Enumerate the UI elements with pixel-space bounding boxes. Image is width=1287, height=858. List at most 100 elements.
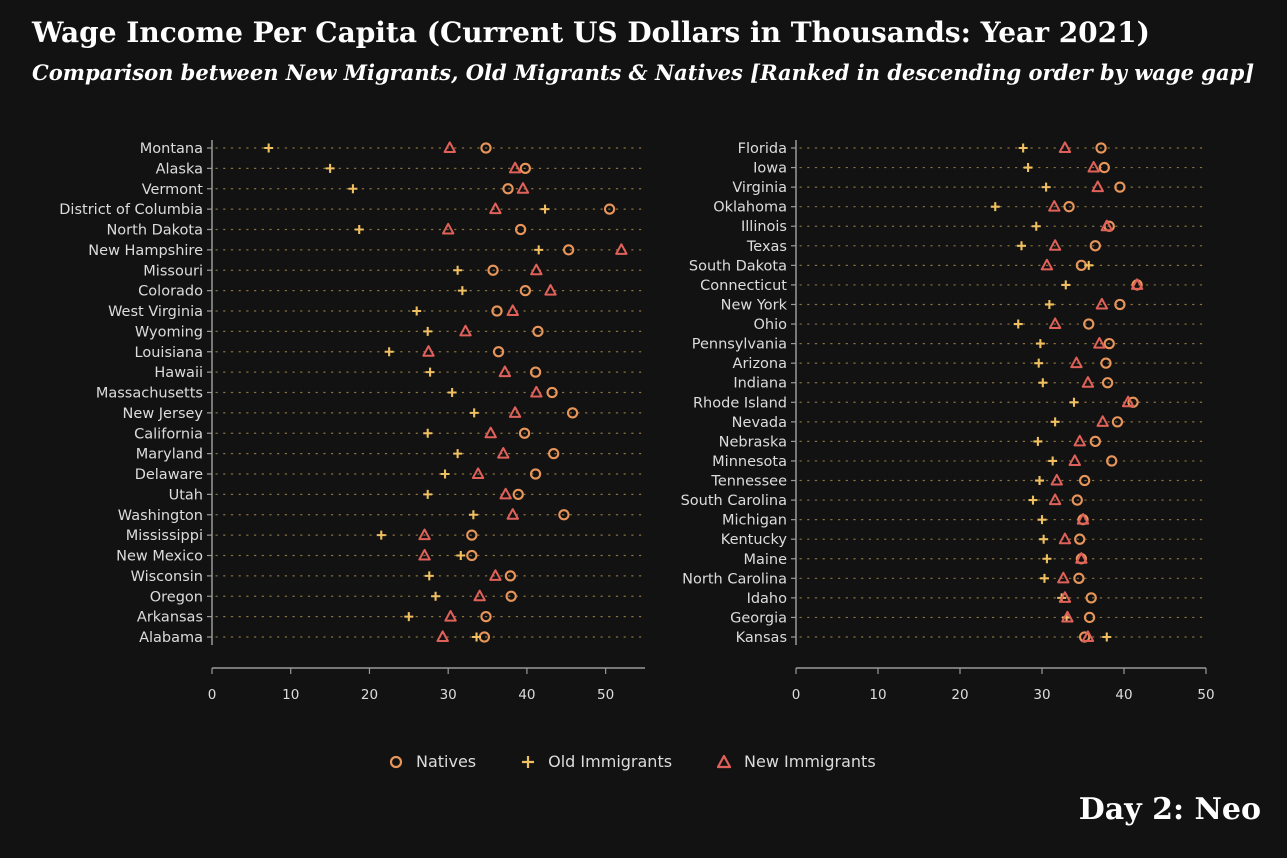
natives-point <box>1085 592 1097 604</box>
new-immigrants-point <box>1050 473 1063 486</box>
old-immigrants-point <box>1035 339 1045 349</box>
category-label: Kentucky <box>721 532 788 548</box>
old-immigrants-point <box>1069 397 1079 407</box>
old-immigrants-point <box>1039 534 1049 544</box>
plus-marker-icon <box>522 755 535 768</box>
natives-point <box>566 407 579 419</box>
old-immigrants-point <box>990 202 1000 212</box>
x-tick-label: 10 <box>869 687 886 703</box>
category-label: Maine <box>743 552 787 568</box>
old-immigrants-point <box>425 367 435 377</box>
natives-point <box>532 325 544 338</box>
category-label: Colorado <box>138 284 203 300</box>
old-immigrants-point <box>348 184 358 194</box>
old-immigrants-point <box>1033 436 1043 446</box>
new-immigrants-point <box>1048 239 1062 251</box>
x-tick-label: 40 <box>518 687 535 703</box>
old-immigrants-point <box>1102 632 1112 642</box>
x-tick-label: 30 <box>440 687 457 703</box>
old-immigrants-point <box>1044 299 1054 309</box>
old-immigrants-point <box>1038 378 1048 388</box>
natives-point <box>529 468 542 480</box>
old-immigrants-point <box>540 204 550 214</box>
new-immigrants-point <box>499 487 512 500</box>
x-tick-label: 50 <box>597 687 614 703</box>
natives-point <box>519 162 531 175</box>
category-label: Florida <box>738 141 787 157</box>
category-label: West Virginia <box>108 304 203 320</box>
new-immigrants-point <box>506 304 519 316</box>
natives-point <box>1071 494 1083 506</box>
legend: Natives Old Immigrants New Immigrants <box>388 752 876 771</box>
legend-item-natives: Natives <box>388 752 476 771</box>
category-label: Rhode Island <box>693 395 787 411</box>
legend-label-new-immigrants: New Immigrants <box>744 752 876 771</box>
natives-point <box>1078 474 1091 487</box>
natives-point <box>1095 142 1107 154</box>
new-immigrants-point <box>498 365 512 378</box>
category-label: New York <box>721 297 788 313</box>
old-immigrants-point <box>453 449 463 459</box>
natives-point <box>529 366 542 378</box>
old-immigrants-point <box>1031 221 1041 231</box>
category-label: Illinois <box>741 219 787 235</box>
new-immigrants-point <box>436 630 449 642</box>
new-immigrants-point <box>1076 513 1090 525</box>
natives-point <box>478 631 491 643</box>
category-label: Arizona <box>733 356 787 372</box>
category-label: Nebraska <box>719 434 787 450</box>
natives-point <box>1089 240 1101 252</box>
old-immigrants-point <box>1018 143 1028 153</box>
new-immigrants-point <box>473 589 486 602</box>
natives-point <box>1089 435 1101 448</box>
new-immigrants-point <box>418 548 431 561</box>
new-immigrants-point <box>508 406 522 418</box>
category-label: Louisiana <box>135 345 203 361</box>
new-immigrants-point <box>471 467 485 479</box>
natives-point <box>491 305 503 317</box>
old-immigrants-point <box>440 469 450 479</box>
natives-point <box>466 529 478 541</box>
new-immigrants-point <box>1058 141 1072 153</box>
old-immigrants-point <box>534 245 544 255</box>
category-label: Minnesota <box>712 454 787 470</box>
category-label: Idaho <box>747 591 788 607</box>
new-immigrants-point <box>1040 258 1054 271</box>
category-label: Delaware <box>135 467 203 483</box>
x-tick-label: 30 <box>1033 687 1050 703</box>
old-immigrants-point <box>472 632 482 642</box>
new-immigrants-point <box>1093 337 1106 349</box>
category-label: South Dakota <box>689 258 787 274</box>
old-immigrants-point <box>354 225 364 234</box>
signature: Day 2: Neo <box>1078 792 1261 827</box>
new-immigrants-point <box>484 426 497 439</box>
category-label: Wyoming <box>135 324 203 340</box>
category-label: Ohio <box>753 317 787 333</box>
x-tick-label: 0 <box>208 687 217 703</box>
category-label: Michigan <box>722 513 787 529</box>
natives-point <box>492 346 505 358</box>
category-label: New Jersey <box>123 406 204 422</box>
category-label: Oregon <box>150 589 203 605</box>
old-immigrants-point <box>412 306 422 316</box>
category-label: Missouri <box>143 263 203 279</box>
natives-point <box>1063 201 1075 213</box>
category-label: Indiana <box>733 376 787 392</box>
new-immigrants-point <box>443 141 456 153</box>
new-immigrants-point <box>530 263 543 276</box>
old-immigrants-point <box>1037 515 1047 525</box>
category-label: Alaska <box>156 161 203 177</box>
new-immigrants-point <box>1091 180 1104 193</box>
new-immigrants-point <box>508 161 522 174</box>
new-immigrants-point <box>516 182 530 194</box>
old-immigrants-point <box>1017 241 1026 251</box>
natives-point <box>480 610 492 623</box>
new-immigrants-point <box>1081 630 1095 642</box>
old-immigrants-point <box>264 143 274 153</box>
natives-point <box>1100 357 1112 369</box>
category-label: Hawaii <box>154 365 203 381</box>
category-label: District of Columbia <box>59 202 203 218</box>
old-immigrants-point <box>457 286 467 296</box>
legend-item-old-immigrants: Old Immigrants <box>520 752 672 771</box>
natives-point <box>1111 416 1124 428</box>
